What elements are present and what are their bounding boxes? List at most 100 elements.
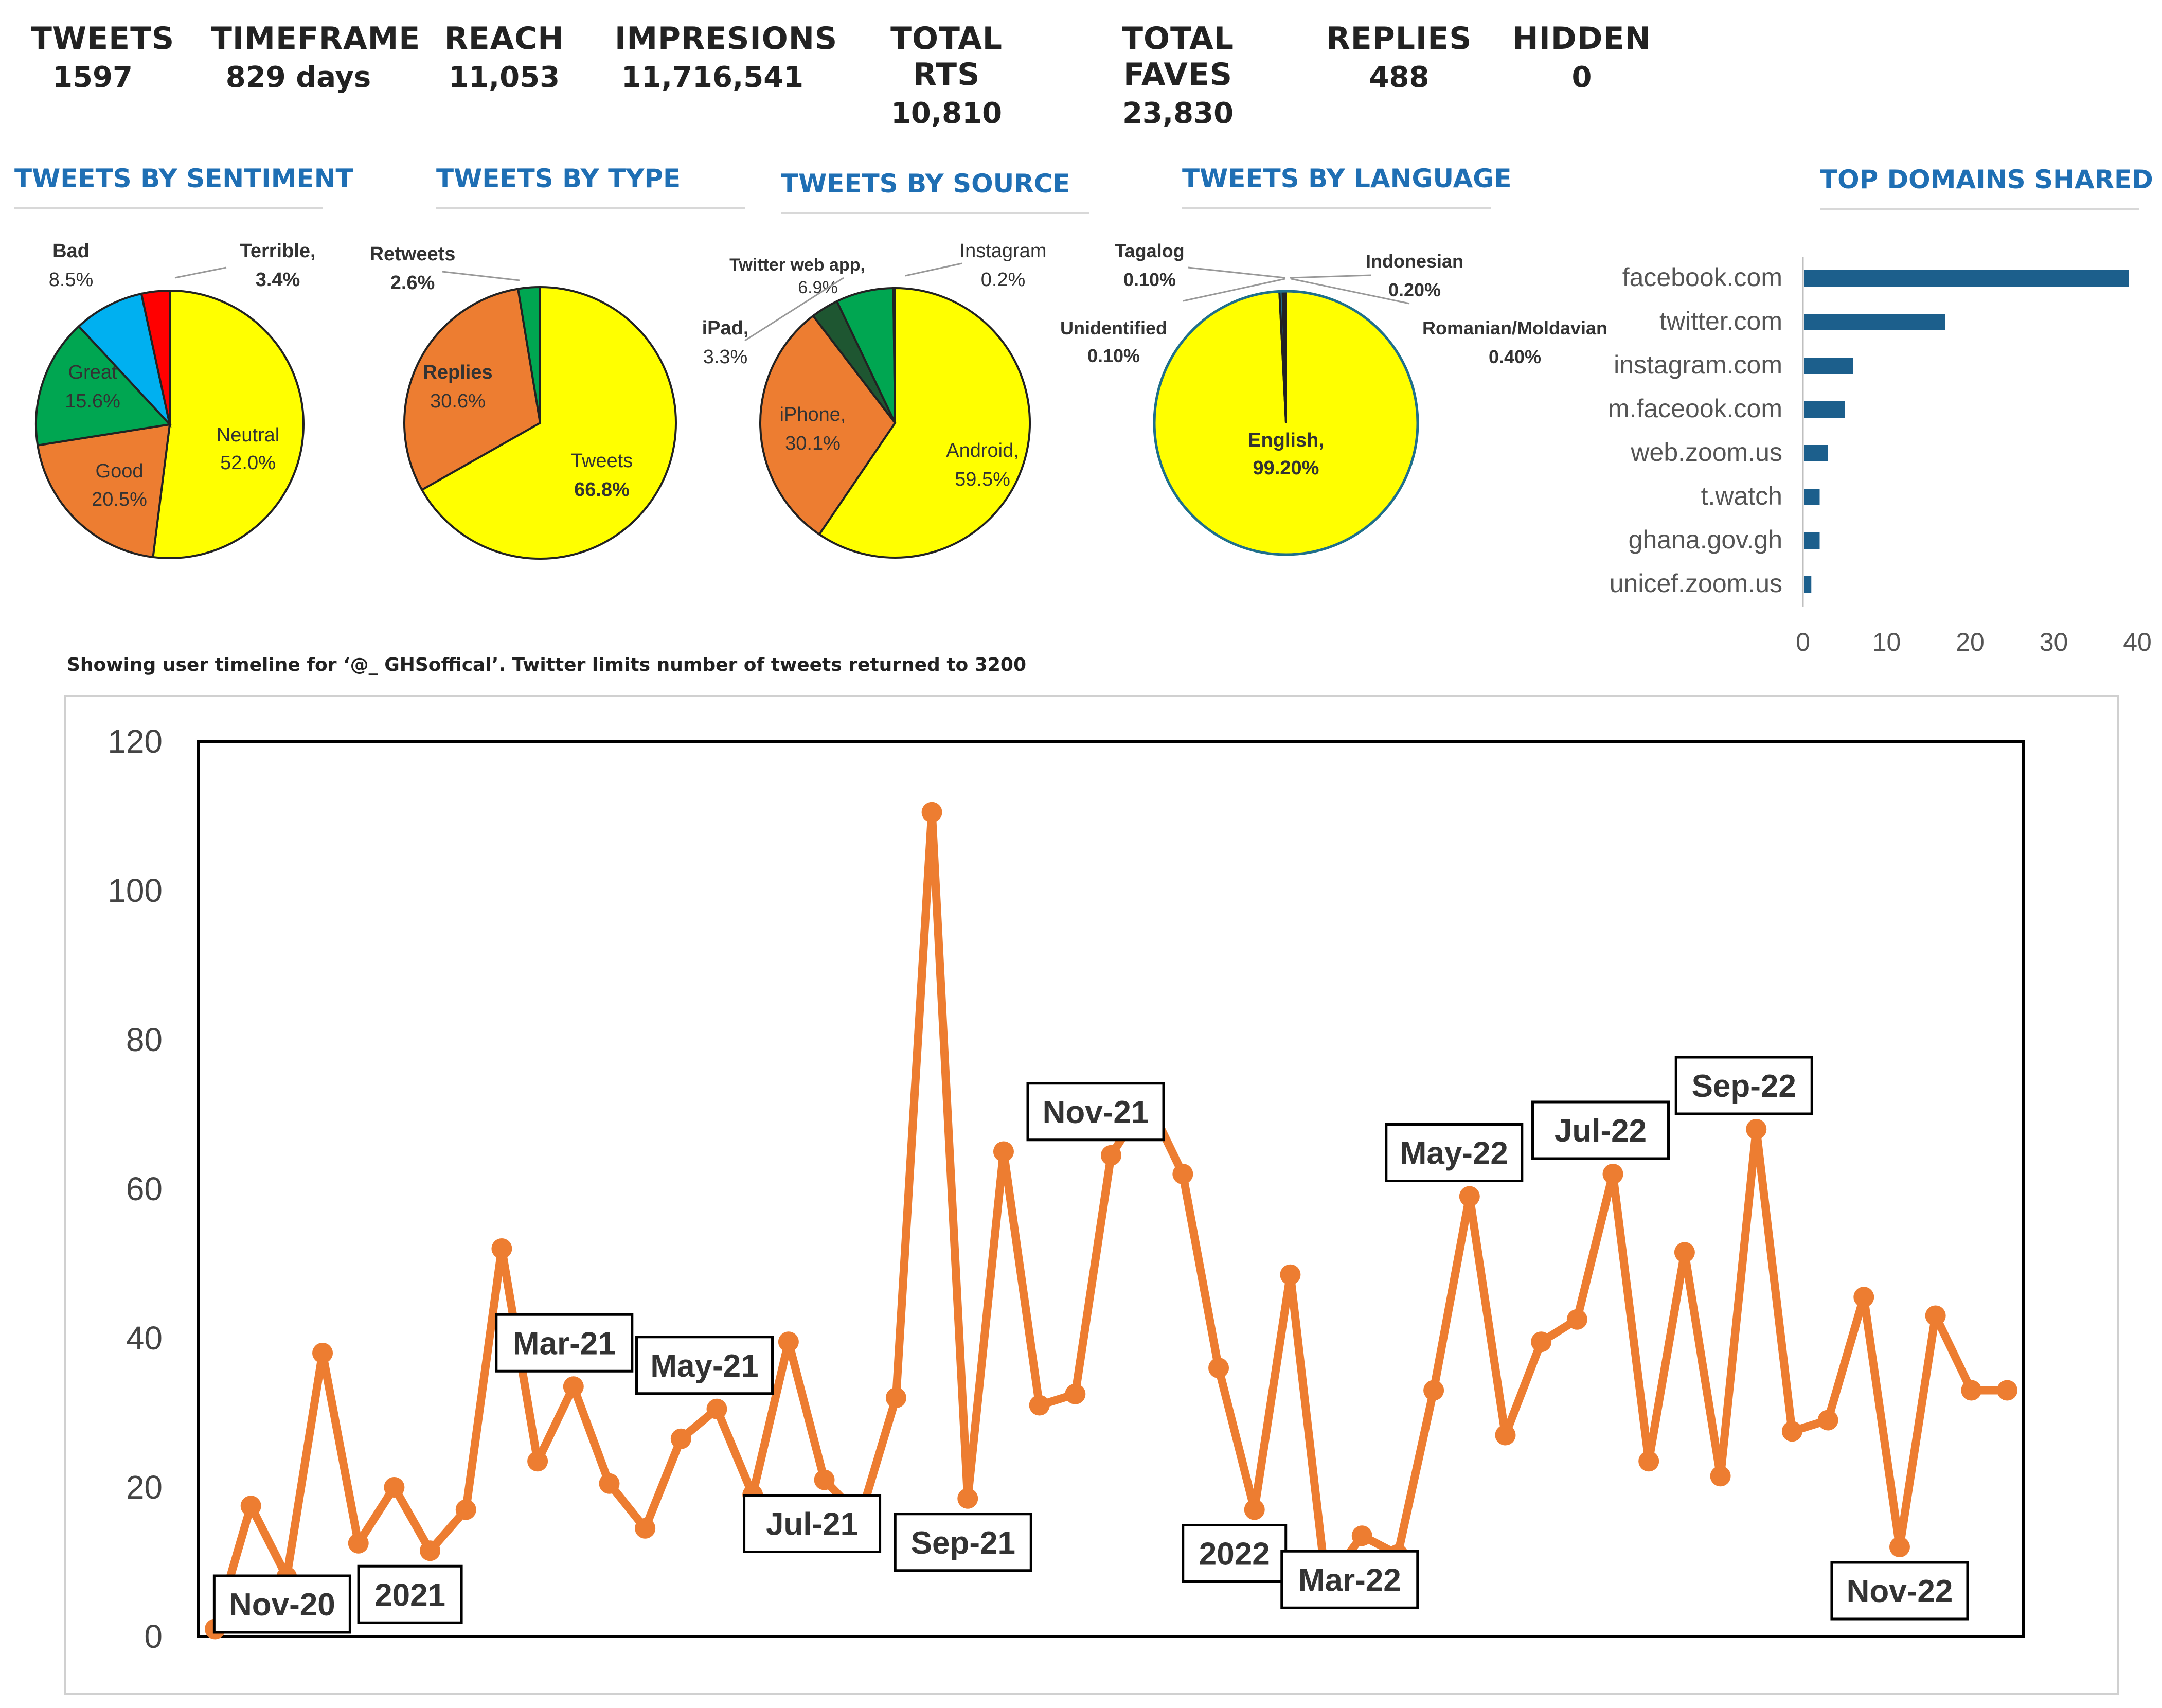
y-tick-label: 20 [126, 1469, 163, 1506]
pie-label-great: Great [68, 362, 117, 383]
pie-slice-good [36, 423, 171, 559]
domains-title: TOP DOMAINS SHARED [1820, 165, 2153, 210]
pie-value-indonesian: 0.20% [1388, 279, 1441, 300]
data-point [348, 1533, 369, 1554]
stat-label: REACH [444, 21, 564, 57]
pie-value-bad: 8.5% [49, 269, 94, 291]
data-point [1495, 1425, 1516, 1446]
pie-slice-bad [77, 292, 172, 428]
data-point [1280, 1264, 1301, 1285]
pie-label-iphone: iPhone, [780, 404, 846, 425]
stat-label: TIMEFRAME [211, 21, 421, 57]
pie-value-retweets: 2.6% [390, 272, 435, 294]
pie-value-instagram: 0.2% [981, 269, 1026, 291]
annotation-box [1830, 1561, 1969, 1621]
pie-label-indonesian: Indonesian [1366, 251, 1463, 272]
pie-value-terrible: 3.4% [256, 269, 300, 291]
x-tick-label: 10 [1872, 628, 1901, 656]
stat-total-faves: TOTAL FAVES 23,830 [1075, 21, 1281, 130]
data-point [778, 1331, 799, 1353]
data-point [1781, 1421, 1802, 1442]
stat-label: TWEETS [31, 21, 175, 57]
domain-label: facebook.com [1622, 263, 1782, 292]
annotation-label: May-21 [650, 1348, 758, 1384]
data-point [921, 802, 942, 823]
data-point [384, 1477, 405, 1498]
language-pie-chart: English, 99.20% Romanian/Moldavian 0.40%… [1060, 240, 1607, 556]
data-point [670, 1428, 691, 1449]
data-point [1853, 1287, 1874, 1308]
stat-total-rts: TOTAL RTS 10,810 [864, 21, 1029, 130]
leader-line [442, 271, 520, 281]
data-point [1889, 1537, 1910, 1557]
data-point [240, 1496, 261, 1517]
data-point [957, 1488, 978, 1509]
annotation-box [1531, 1100, 1670, 1160]
pie-label-neutral: Neutral [217, 424, 280, 446]
pie-value-english: 99.20% [1253, 457, 1319, 479]
pie-value-neutral: 52.0% [220, 452, 276, 474]
source-pie-chart: Android, 59.5% iPhone, 30.1% iPad, 3.3% … [702, 240, 1046, 559]
annotation-box [1385, 1123, 1524, 1182]
data-point [706, 1398, 727, 1419]
type-title: TWEETS BY TYPE [436, 164, 745, 209]
stat-label: TOTAL RTS [890, 21, 1003, 93]
sentiment-title: TWEETS BY SENTIMENT [14, 164, 353, 209]
annotation-box [495, 1313, 634, 1373]
stat-impressions: IMPRESIONS 11,716,541 [615, 21, 838, 94]
x-tick-label: 0 [1796, 628, 1810, 656]
pie-slices [403, 286, 677, 560]
domain-label: unicef.zoom.us [1610, 569, 1782, 598]
data-point [885, 1387, 906, 1408]
data-point [1817, 1410, 1838, 1431]
data-point [1674, 1242, 1695, 1263]
annotation-label: Nov-20 [229, 1587, 335, 1623]
leader-line [1290, 274, 1371, 279]
x-tick-label: 20 [1956, 628, 1985, 656]
data-point [1351, 1525, 1372, 1546]
stat-value: 11,053 [448, 61, 560, 94]
annotation-label: Jul-22 [1555, 1113, 1647, 1149]
sentiment-pie-chart: Neutral 52.0% Good 20.5% Great 15.6% Bad… [34, 240, 316, 559]
data-point [312, 1343, 333, 1363]
domains-bar-chart: facebook.com twitter.com instagram.com m.fa… [1608, 257, 2152, 656]
pie-slice-great [34, 325, 172, 447]
domain-label: twitter.com [1659, 307, 1782, 335]
pie-value-tweets: 66.8% [574, 479, 630, 501]
data-point [599, 1473, 620, 1494]
annotation-box [212, 1574, 351, 1634]
stat-label: IMPRESIONS [615, 21, 838, 57]
stat-hidden: HIDDEN 0 [1512, 21, 1651, 94]
pie-label-tweets: Tweets [571, 450, 633, 472]
data-point [420, 1540, 441, 1561]
x-tick-label: 30 [2040, 628, 2068, 656]
data-point [1208, 1358, 1229, 1378]
data-point [1101, 1145, 1121, 1166]
timeline-note: Showing user timeline for ‘@_ GHSoffical… [67, 654, 1026, 675]
timeline-chart-frame [64, 695, 2119, 1695]
pie-value-tagalog: 0.10% [1123, 269, 1176, 290]
data-point [1065, 1383, 1086, 1404]
leader-line [174, 266, 227, 279]
domain-label: web.zoom.us [1630, 438, 1782, 467]
data-point [1029, 1395, 1050, 1416]
pie-label-good: Good [96, 460, 144, 482]
leader-line [744, 277, 844, 342]
annotation-label: Sep-22 [1692, 1069, 1796, 1104]
pie-slice-replies [403, 288, 542, 491]
pie-value-great: 15.6% [65, 390, 120, 412]
stats-strip: TWEETS 1597 TIMEFRAME 829 days REACH 11,… [0, 0, 2162, 130]
annotation-box [1182, 1524, 1288, 1583]
pie-value-android: 59.5% [955, 469, 1010, 490]
stat-reach: REACH 11,053 [442, 21, 566, 94]
source-title: TWEETS BY SOURCE [781, 169, 1089, 214]
data-point [1997, 1380, 2017, 1401]
annotation-label: Jul-21 [766, 1507, 858, 1542]
pie-slices [1153, 290, 1419, 556]
pie-value-iphone: 30.1% [785, 433, 841, 454]
leader-line [905, 262, 962, 277]
pie-slice-retweets [516, 286, 541, 423]
x-tick-label: 40 [2123, 628, 2152, 656]
pie-label-tagalog: Tagalog [1115, 240, 1184, 261]
data-point [1566, 1309, 1587, 1330]
